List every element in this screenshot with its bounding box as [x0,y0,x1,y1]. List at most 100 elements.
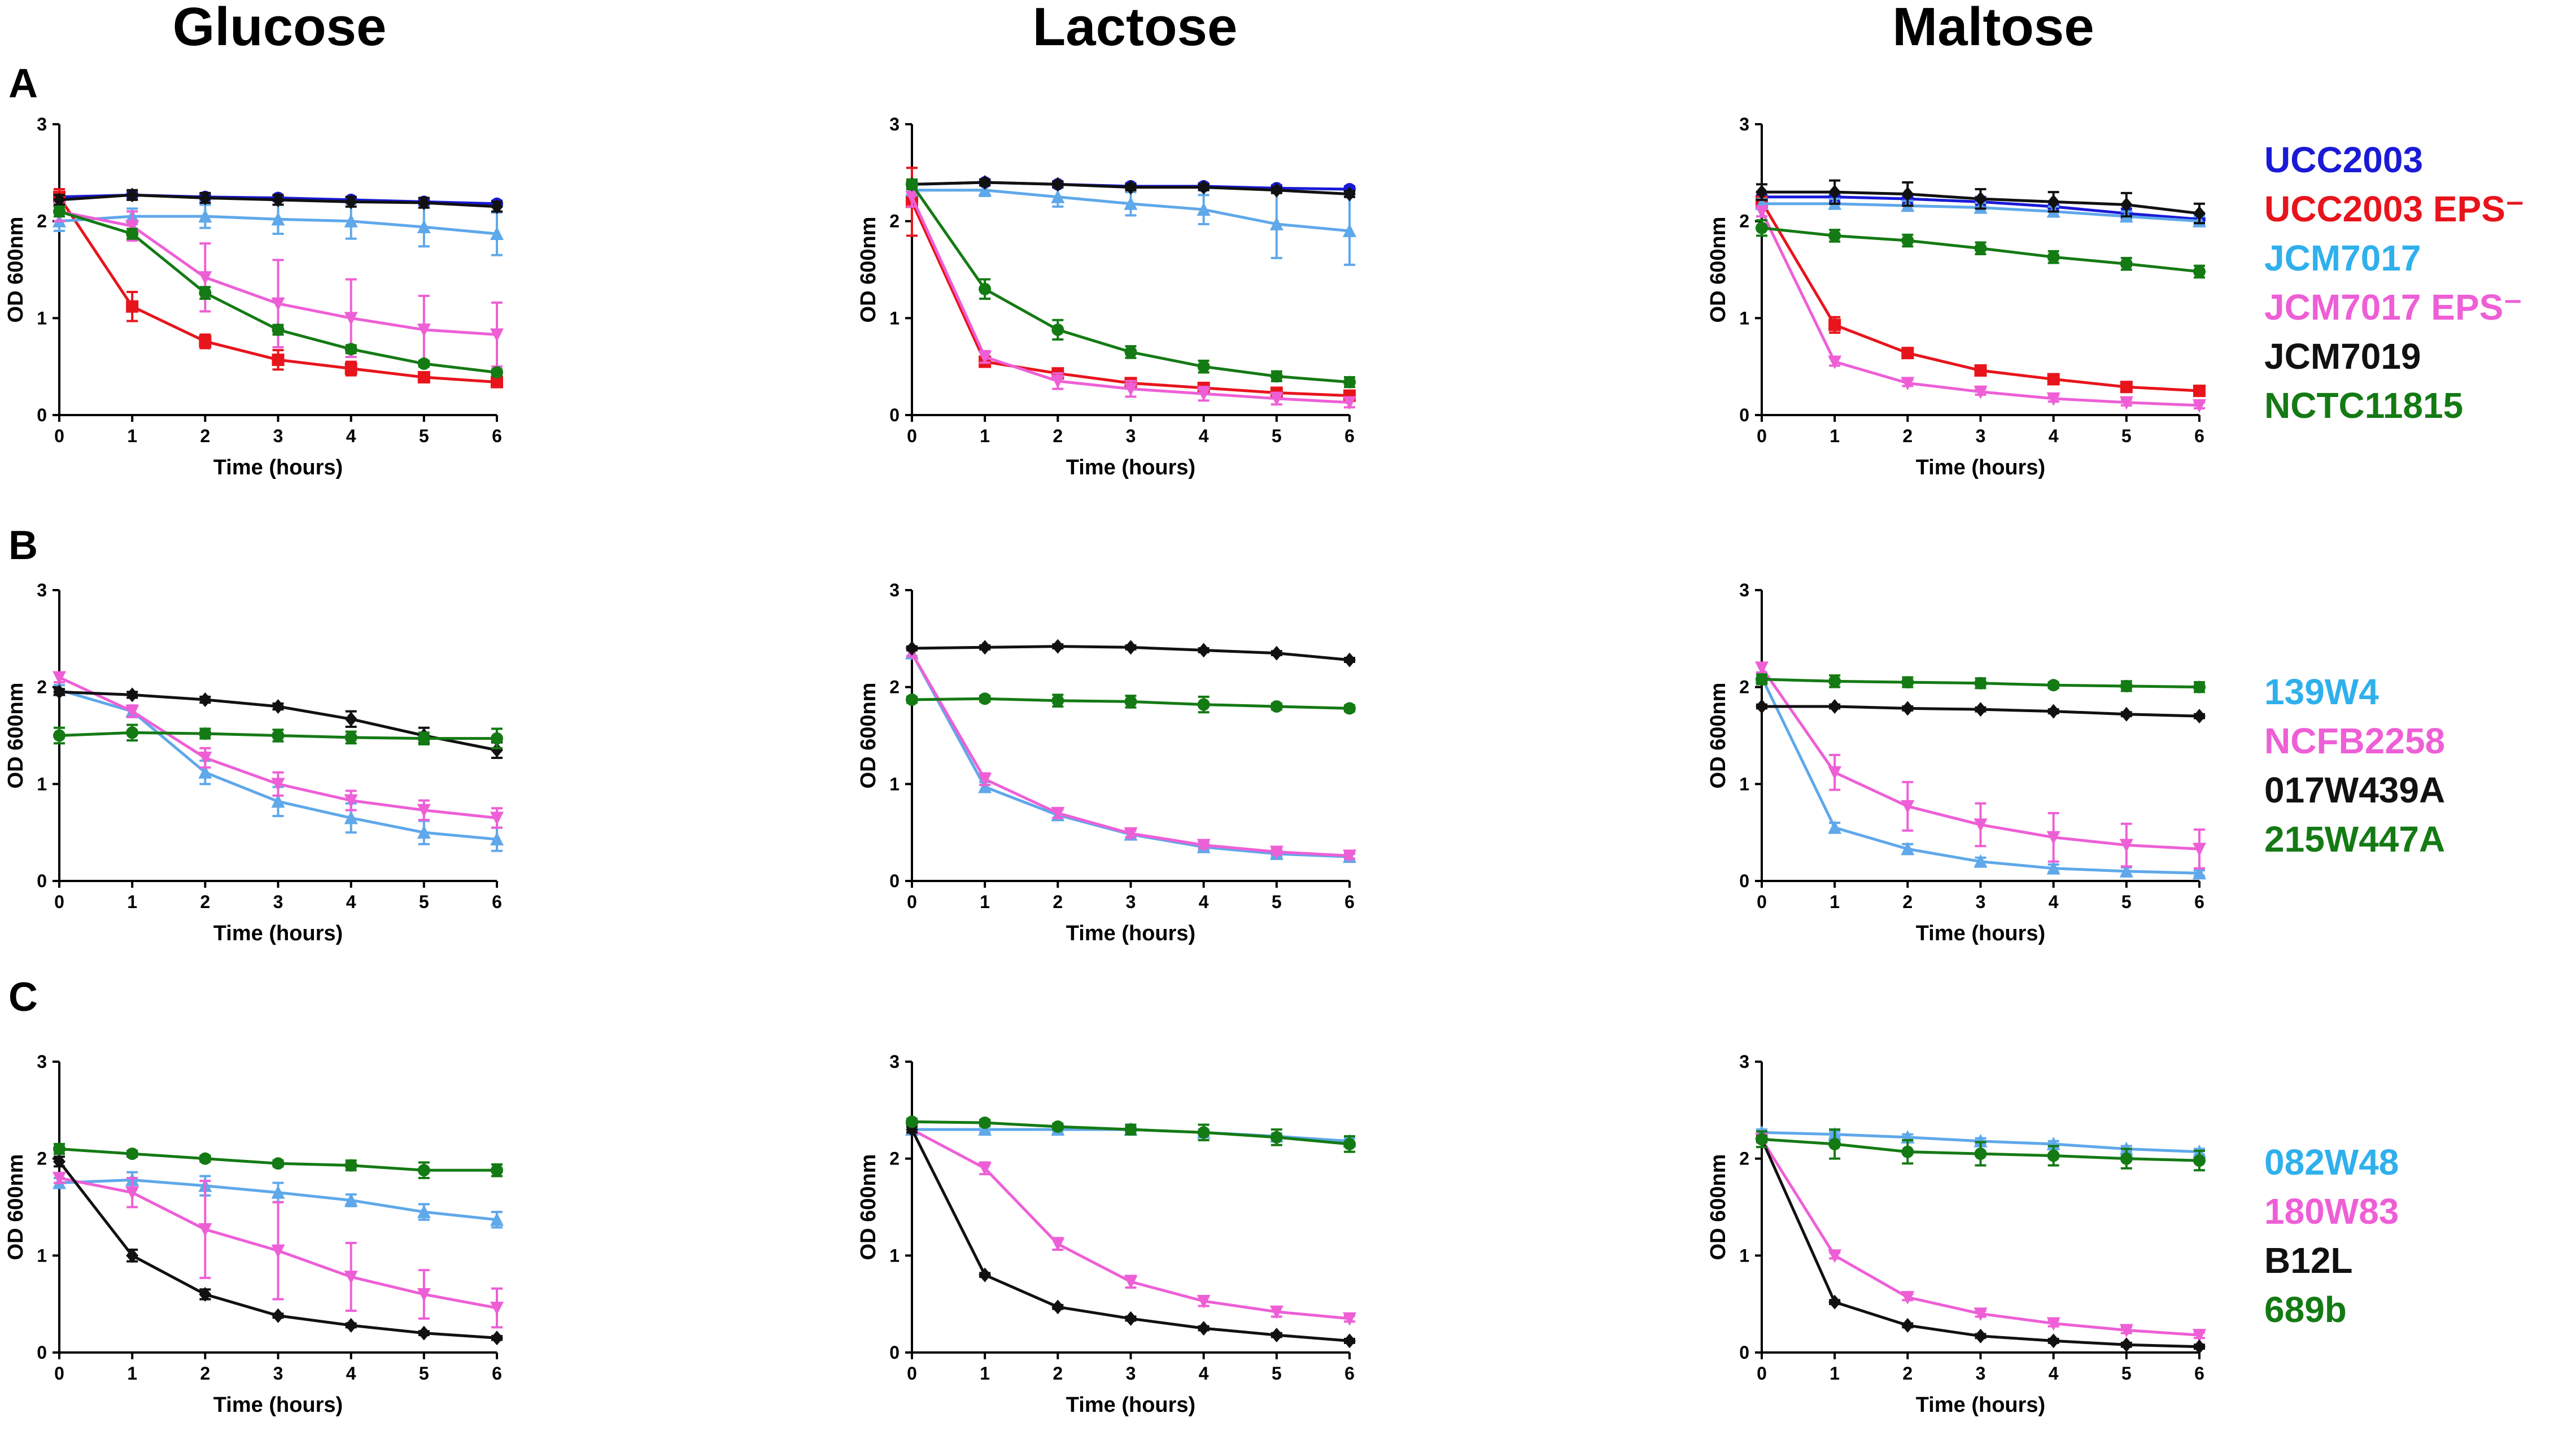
series-nctc11815 [53,205,503,379]
data-point [2120,1152,2133,1165]
data-point [2193,1329,2206,1343]
data-point [272,1308,285,1323]
data-point [1124,1275,1138,1289]
data-point [126,1248,139,1263]
series-215w447a [906,692,1356,715]
row-label-a: A [8,61,38,106]
data-point [1269,216,1283,230]
data-point [979,1267,992,1282]
data-point [198,1223,212,1237]
data-point [1756,699,1768,714]
data-point [1343,652,1356,667]
x-tick-label: 0 [1757,1363,1767,1384]
y-axis-label: OD 600nm [1706,217,1730,323]
x-tick-label: 1 [127,426,137,446]
x-tick-label: 1 [980,892,990,912]
y-tick-label: 0 [1739,871,1749,891]
data-point [1051,639,1064,654]
x-tick-label: 6 [1344,1363,1355,1384]
y-axis-label: OD 600nm [857,683,880,789]
series-ncfb2258 [1755,661,2206,870]
y-tick-label: 0 [889,1342,900,1363]
y-tick-label: 1 [889,308,900,328]
data-point [1755,661,1769,675]
x-tick-label: 0 [54,426,64,446]
data-point [1901,676,1914,689]
series-b12l [53,1154,503,1346]
x-tick-label: 5 [2121,892,2132,912]
data-point [1197,360,1210,373]
row-label-c: C [8,975,38,1020]
data-point [417,219,431,233]
data-point [2193,265,2206,278]
y-tick-label: 1 [37,1245,47,1266]
data-point [272,729,285,742]
data-point [1124,827,1138,841]
data-point [1124,1123,1137,1136]
data-point [491,376,503,389]
data-point [1124,346,1137,359]
data-point [1974,677,1987,690]
data-point [344,712,357,727]
data-point [1124,180,1137,195]
y-tick-label: 0 [37,405,47,425]
x-tick-label: 5 [1272,892,1282,912]
x-tick-label: 4 [2049,892,2059,912]
chart-panel-c-lactose: 0 1 2 3 4 5 6 0 1 2 3 Time (hours) OD 600nm [857,1052,1356,1417]
x-tick-label: 3 [1126,1363,1136,1384]
data-point [979,640,992,655]
data-point [53,1172,66,1185]
legend-entry: UCC2003 EPS⁻ [2264,189,2525,229]
y-axis-label: OD 600nm [4,217,28,323]
legend-entry: 017W439A [2264,770,2445,810]
data-point [1270,645,1283,661]
y-tick-label: 1 [1739,1245,1749,1266]
data-point [2193,680,2206,693]
data-point [1269,845,1283,860]
data-point [979,175,992,190]
x-tick-label: 0 [907,1363,917,1384]
x-tick-label: 6 [492,1363,502,1384]
y-tick-label: 1 [37,774,47,794]
data-point [491,1164,503,1177]
data-point [2193,385,2206,398]
x-axis-label: Time (hours) [1916,922,2045,945]
x-tick-label: 3 [273,426,283,446]
data-point [199,190,212,206]
x-tick-label: 6 [1344,892,1355,912]
x-tick-label: 5 [2121,1363,2132,1384]
series-line [910,652,1350,857]
data-point [491,743,503,758]
data-point [344,1271,358,1285]
x-tick-label: 4 [2049,426,2059,446]
data-point [491,199,503,214]
data-point [2120,381,2133,394]
x-tick-label: 2 [200,426,210,446]
data-point [344,1193,358,1207]
series-line [1760,1138,2200,1337]
data-point [2119,863,2133,878]
data-point [1197,698,1210,711]
chart-panel-b-lactose: 0 1 2 3 4 5 6 0 1 2 3 Time (hours) OD 600nm [857,580,1356,945]
x-tick-label: 1 [127,1363,137,1384]
data-point [1974,364,1987,377]
data-point [2193,1154,2206,1167]
data-point [1197,1126,1210,1139]
y-axis-label: OD 600nm [4,683,28,789]
series-689b [906,1115,1356,1153]
y-tick-label: 1 [1739,774,1749,794]
row-label-b: B [8,523,38,568]
x-tick-label: 4 [1199,1363,1209,1384]
data-point [1901,1291,1915,1305]
data-point [1756,673,1768,686]
data-point [1901,234,1914,247]
data-point [1974,1148,1987,1160]
data-point [978,351,992,364]
data-point [1197,839,1211,853]
data-point [271,212,285,226]
data-point [126,300,139,313]
legend-entry: B12L [2264,1240,2353,1281]
data-point [490,226,504,240]
chart-panel-b-glucose: 0 1 2 3 4 5 6 0 1 2 3 Time (hours) OD 600nm [4,580,504,945]
